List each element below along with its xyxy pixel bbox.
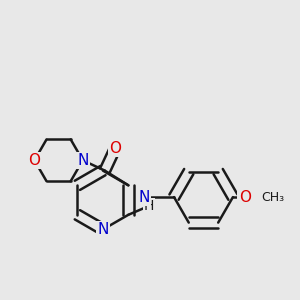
Text: N: N	[139, 190, 150, 205]
Text: CH₃: CH₃	[261, 190, 284, 204]
Text: N: N	[97, 222, 109, 237]
Text: O: O	[109, 141, 121, 156]
Text: N: N	[77, 153, 88, 168]
Text: H: H	[144, 199, 154, 213]
Text: O: O	[239, 190, 251, 205]
Text: O: O	[28, 153, 40, 168]
Text: N: N	[97, 222, 109, 237]
